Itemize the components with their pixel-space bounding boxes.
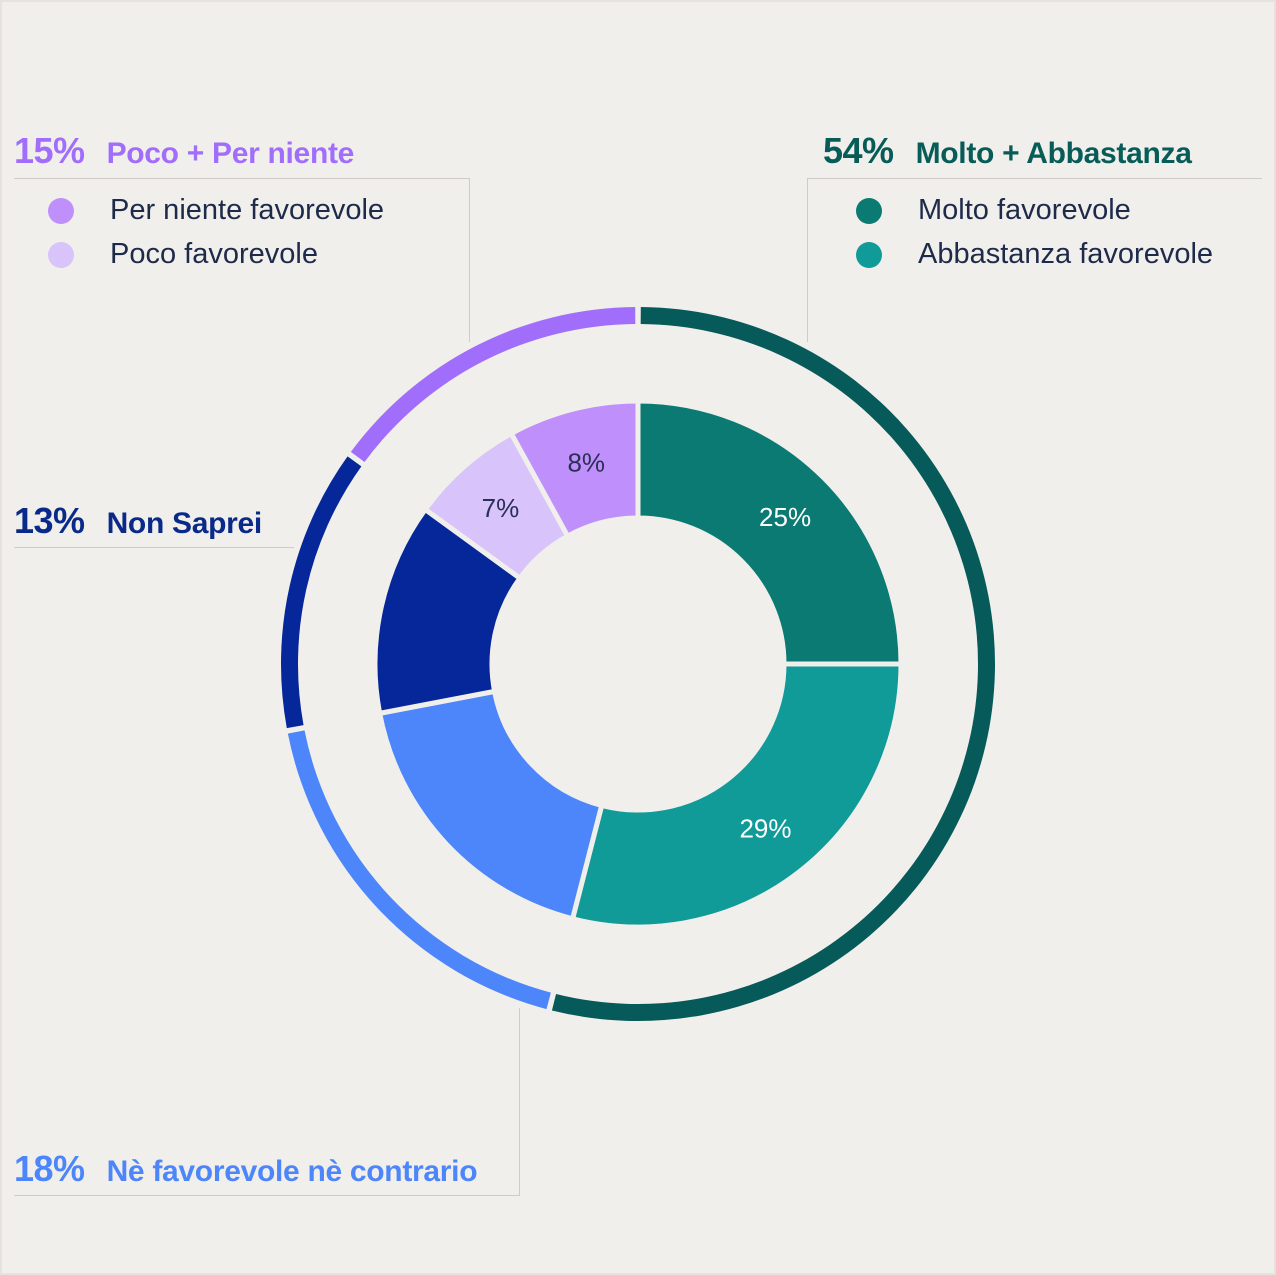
slice-label-molto-favorevole: 25% xyxy=(759,502,811,532)
legend-item-molto: Molto favorevole xyxy=(856,194,1131,227)
legend-label-per-niente: Per niente favorevole xyxy=(110,194,385,226)
legend-item-poco: Poco favorevole xyxy=(48,238,318,271)
divider-non-saprei xyxy=(14,547,294,548)
slice-labels: 25% 29% 7% 8% xyxy=(482,448,811,844)
legend-dot-per-niente xyxy=(48,197,74,224)
outer-slice-poco-per-niente xyxy=(350,307,636,462)
divider-sfavorevole xyxy=(14,178,470,179)
divider-ne-ne xyxy=(14,1195,520,1196)
inner-slice-molto-favorevole xyxy=(635,398,904,667)
connector-ne-ne xyxy=(519,1008,520,1195)
legend-label-poco: Poco favorevole xyxy=(110,238,318,270)
slice-label-poco-favorevole: 7% xyxy=(482,493,520,523)
legend-label-molto: Molto favorevole xyxy=(918,194,1131,226)
legend-item-abbastanza: Abbastanza favorevole xyxy=(856,238,1213,271)
outer-slice-non-saprei xyxy=(281,456,362,729)
connector-favorevole xyxy=(807,178,808,342)
legend-dot-poco xyxy=(48,241,74,268)
connector-sfavorevole xyxy=(469,178,470,342)
group-favorevole-pct: 54% xyxy=(823,130,894,171)
slice-label-per-niente-favorevole: 8% xyxy=(567,448,605,478)
inner-slice-abbastanza-favorevole xyxy=(569,661,904,930)
group-sfavorevole-pct: 15% xyxy=(14,130,85,171)
group-sfavorevole: 15% Poco + Per niente xyxy=(14,130,354,172)
group-non-saprei-label: Non Saprei xyxy=(106,507,263,540)
group-ne-ne: 18% Nè favorevole nè contrario xyxy=(14,1148,478,1190)
legend-item-per-niente: Per niente favorevole xyxy=(48,194,384,227)
group-sfavorevole-label: Poco + Per niente xyxy=(106,137,355,170)
outer-ring xyxy=(281,307,995,1022)
group-favorevole-label: Molto + Abbastanza xyxy=(915,137,1192,170)
legend-dot-abbastanza xyxy=(856,241,882,268)
slice-label-abbastanza-favorevole: 29% xyxy=(739,813,791,843)
divider-favorevole xyxy=(807,178,1262,179)
legend-label-abbastanza: Abbastanza favorevole xyxy=(918,238,1214,270)
group-non-saprei: 13% Non Saprei xyxy=(14,500,262,542)
group-ne-ne-pct: 18% xyxy=(14,1148,85,1189)
group-ne-ne-label: Nè favorevole nè contrario xyxy=(106,1155,478,1188)
inner-slice-n-favorevole-n-contrario xyxy=(376,688,605,922)
group-favorevole: 54% Molto + Abbastanza xyxy=(823,130,1192,172)
inner-slice-per-niente-favorevole xyxy=(507,398,641,540)
group-non-saprei-pct: 13% xyxy=(14,500,85,541)
legend-dot-molto xyxy=(856,197,882,224)
inner-ring xyxy=(372,398,904,930)
